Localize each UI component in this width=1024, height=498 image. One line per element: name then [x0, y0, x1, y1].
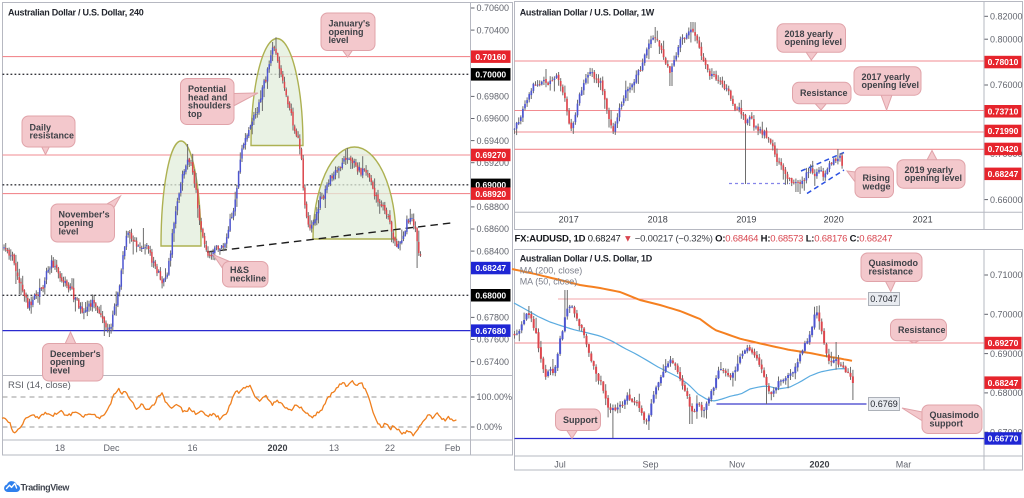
- svg-text:0.68247: 0.68247: [988, 169, 1019, 179]
- svg-text:13: 13: [329, 443, 339, 453]
- svg-text:Sep: Sep: [642, 460, 658, 470]
- svg-text:Feb: Feb: [445, 443, 461, 453]
- svg-text:100.00%: 100.00%: [477, 392, 513, 402]
- svg-text:Quasimodo: Quasimodo: [930, 410, 980, 420]
- svg-text:Potential: Potential: [188, 84, 226, 94]
- svg-text:0.70000: 0.70000: [990, 310, 1023, 320]
- svg-text:support: support: [930, 418, 964, 428]
- svg-text:0.70000: 0.70000: [475, 70, 506, 80]
- svg-text:2019: 2019: [736, 215, 756, 225]
- svg-text:0.69600: 0.69600: [477, 114, 510, 124]
- svg-text:0.71990: 0.71990: [988, 126, 1019, 136]
- svg-text:16: 16: [187, 443, 197, 453]
- svg-text:2017 yearly: 2017 yearly: [862, 72, 911, 82]
- svg-text:0.70400: 0.70400: [477, 25, 510, 35]
- svg-text:MA (200, close): MA (200, close): [520, 266, 583, 276]
- svg-text:resistance: resistance: [869, 266, 914, 276]
- svg-text:wedge: wedge: [862, 181, 891, 191]
- svg-text:Australian Dollar / U.S. Dolla: Australian Dollar / U.S. Dollar, 1D: [520, 254, 653, 264]
- svg-text:0.7047: 0.7047: [870, 294, 898, 304]
- svg-text:Resistance: Resistance: [898, 325, 946, 335]
- svg-text:MA (50, close): MA (50, close): [520, 277, 578, 287]
- svg-text:0.70600: 0.70600: [477, 3, 510, 13]
- svg-text:December's: December's: [50, 349, 101, 359]
- svg-text:shoulders: shoulders: [188, 101, 231, 111]
- svg-text:2017: 2017: [559, 215, 579, 225]
- svg-text:opening: opening: [329, 27, 364, 37]
- svg-text:Mar: Mar: [896, 460, 912, 470]
- svg-text:opening: opening: [59, 218, 94, 228]
- svg-text:Australian Dollar / U.S. Dolla: Australian Dollar / U.S. Dollar, 240: [8, 8, 144, 18]
- svg-text:0.82000: 0.82000: [990, 12, 1023, 22]
- svg-text:2018 yearly: 2018 yearly: [785, 29, 834, 39]
- svg-text:RSI (14, close): RSI (14, close): [8, 380, 71, 391]
- svg-text:Rising: Rising: [863, 173, 891, 183]
- svg-text:Australian Dollar / U.S. Dolla: Australian Dollar / U.S. Dollar, 1W: [520, 8, 655, 18]
- svg-text:0.76000: 0.76000: [990, 80, 1023, 90]
- svg-text:0.69270: 0.69270: [988, 338, 1019, 348]
- svg-text:0.80000: 0.80000: [990, 34, 1023, 44]
- svg-text:0.68000: 0.68000: [475, 291, 506, 301]
- svg-text:0.69400: 0.69400: [477, 136, 510, 146]
- svg-text:2018: 2018: [648, 215, 668, 225]
- svg-text:18: 18: [55, 443, 65, 453]
- svg-text:opening level: opening level: [862, 80, 920, 90]
- svg-text:level: level: [50, 366, 70, 376]
- svg-text:2020: 2020: [809, 460, 829, 470]
- svg-text:2019 yearly: 2019 yearly: [905, 165, 954, 175]
- svg-text:0.67800: 0.67800: [477, 313, 510, 323]
- svg-text:0.67400: 0.67400: [477, 357, 510, 367]
- svg-text:opening: opening: [50, 357, 85, 367]
- svg-text:0.70420: 0.70420: [988, 144, 1019, 154]
- svg-text:0.69200: 0.69200: [477, 158, 510, 168]
- svg-text:Support: Support: [563, 415, 598, 425]
- svg-text:0.68247: 0.68247: [475, 263, 506, 273]
- svg-text:Quasimodo: Quasimodo: [869, 258, 919, 268]
- svg-text:0.00%: 0.00%: [477, 422, 503, 432]
- svg-text:0.69270: 0.69270: [475, 150, 506, 160]
- svg-text:opening level: opening level: [785, 37, 843, 47]
- svg-text:Dec: Dec: [103, 443, 120, 453]
- svg-text:Daily: Daily: [30, 122, 52, 132]
- svg-text:0.71000: 0.71000: [990, 270, 1023, 280]
- svg-text:0.69800: 0.69800: [477, 92, 510, 102]
- svg-text:level: level: [329, 35, 349, 45]
- svg-text:2020: 2020: [824, 215, 844, 225]
- svg-text:22: 22: [385, 443, 395, 453]
- svg-text:TradingView: TradingView: [21, 483, 71, 493]
- svg-text:0.73710: 0.73710: [988, 107, 1019, 117]
- svg-text:0.66770: 0.66770: [988, 434, 1019, 444]
- svg-text:0.70160: 0.70160: [475, 52, 506, 62]
- svg-text:0.67600: 0.67600: [477, 335, 510, 345]
- svg-text:0.66000: 0.66000: [990, 195, 1023, 205]
- svg-text:FX:AUDUSD, 1D 0.68247 ▼ −0.002: FX:AUDUSD, 1D 0.68247 ▼ −0.00217 (−0.32%…: [515, 234, 893, 245]
- svg-text:0.78010: 0.78010: [988, 57, 1019, 67]
- svg-text:0.68920: 0.68920: [475, 189, 506, 199]
- svg-text:January's: January's: [329, 18, 371, 28]
- svg-text:top: top: [188, 109, 202, 119]
- svg-text:0.69000: 0.69000: [475, 180, 506, 190]
- svg-text:level: level: [59, 226, 79, 236]
- svg-text:0.68400: 0.68400: [477, 246, 510, 256]
- svg-text:resistance: resistance: [30, 131, 75, 141]
- svg-text:2021: 2021: [913, 215, 933, 225]
- svg-text:Resistance: Resistance: [800, 88, 848, 98]
- svg-text:0.68247: 0.68247: [988, 378, 1019, 388]
- svg-text:0.68600: 0.68600: [477, 224, 510, 234]
- svg-text:Nov: Nov: [729, 460, 746, 470]
- svg-text:H&S: H&S: [230, 265, 249, 275]
- svg-text:neckline: neckline: [230, 273, 266, 283]
- svg-text:head and: head and: [188, 92, 228, 102]
- svg-text:0.69000: 0.69000: [990, 349, 1023, 359]
- svg-text:opening level: opening level: [905, 173, 963, 183]
- svg-text:November's: November's: [59, 210, 110, 220]
- svg-text:0.68000: 0.68000: [990, 388, 1023, 398]
- svg-text:2020: 2020: [267, 443, 287, 453]
- svg-text:Jul: Jul: [554, 460, 566, 470]
- svg-text:0.6769: 0.6769: [870, 399, 898, 409]
- svg-text:0.68800: 0.68800: [477, 202, 510, 212]
- svg-text:0.67680: 0.67680: [475, 326, 506, 336]
